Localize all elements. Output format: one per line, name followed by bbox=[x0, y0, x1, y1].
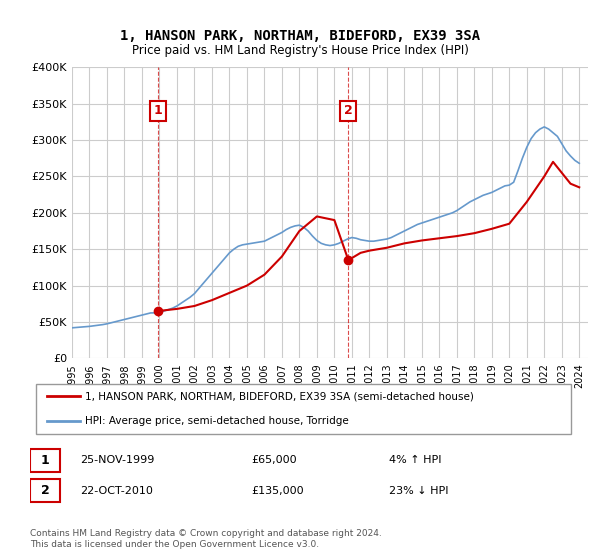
FancyBboxPatch shape bbox=[30, 479, 61, 502]
Text: 1, HANSON PARK, NORTHAM, BIDEFORD, EX39 3SA: 1, HANSON PARK, NORTHAM, BIDEFORD, EX39 … bbox=[120, 29, 480, 44]
Text: £65,000: £65,000 bbox=[251, 455, 296, 465]
Text: 1: 1 bbox=[41, 454, 49, 467]
Text: 1: 1 bbox=[154, 104, 162, 118]
Text: 2: 2 bbox=[41, 484, 49, 497]
FancyBboxPatch shape bbox=[35, 384, 571, 434]
Text: Price paid vs. HM Land Registry's House Price Index (HPI): Price paid vs. HM Land Registry's House … bbox=[131, 44, 469, 57]
Text: 4% ↑ HPI: 4% ↑ HPI bbox=[389, 455, 442, 465]
Text: HPI: Average price, semi-detached house, Torridge: HPI: Average price, semi-detached house,… bbox=[85, 416, 349, 426]
Text: 22-OCT-2010: 22-OCT-2010 bbox=[80, 486, 152, 496]
Text: 23% ↓ HPI: 23% ↓ HPI bbox=[389, 486, 448, 496]
Text: 25-NOV-1999: 25-NOV-1999 bbox=[80, 455, 154, 465]
Text: £135,000: £135,000 bbox=[251, 486, 304, 496]
Text: Contains HM Land Registry data © Crown copyright and database right 2024.
This d: Contains HM Land Registry data © Crown c… bbox=[30, 529, 382, 549]
Text: 1, HANSON PARK, NORTHAM, BIDEFORD, EX39 3SA (semi-detached house): 1, HANSON PARK, NORTHAM, BIDEFORD, EX39 … bbox=[85, 391, 474, 402]
Text: 2: 2 bbox=[344, 104, 353, 118]
FancyBboxPatch shape bbox=[30, 449, 61, 472]
